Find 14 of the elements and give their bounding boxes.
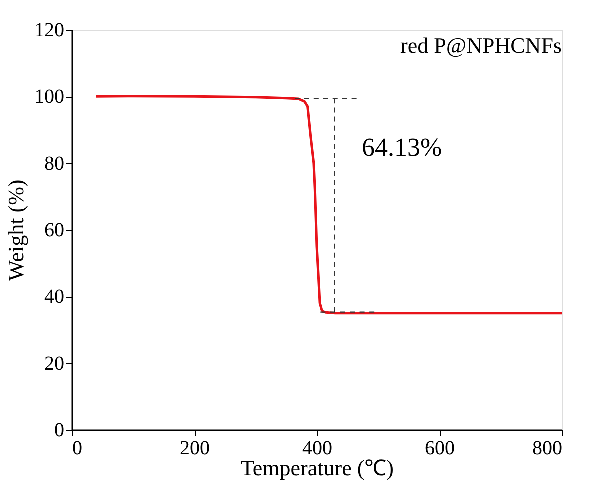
y-tick-label: 120	[34, 20, 64, 42]
y-tick-label: 100	[34, 86, 64, 108]
y-tick-label: 40	[44, 286, 64, 308]
y-axis-title: Weight (%)	[4, 180, 28, 282]
x-tick-label: 0	[72, 438, 82, 460]
x-tick-label: 600	[425, 438, 455, 460]
x-tick-label: 800	[532, 438, 562, 460]
annotation: red P@NPHCNFs	[400, 33, 562, 58]
y-tick-label: 0	[54, 420, 64, 442]
y-tick-label: 20	[44, 352, 64, 375]
x-tick-label: 200	[180, 438, 210, 460]
annotation: 64.13%	[362, 133, 442, 162]
y-tick-label: 60	[44, 220, 64, 242]
y-tick-label: 80	[44, 152, 64, 175]
